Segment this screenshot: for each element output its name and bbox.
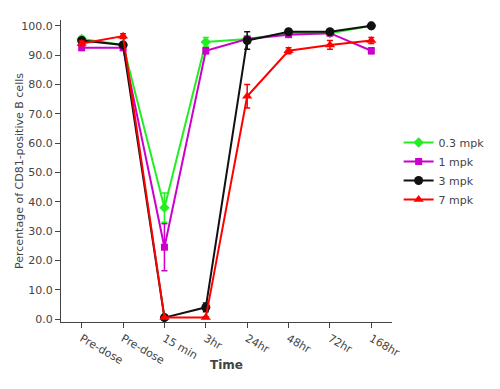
svg-text:168hr: 168hr [367, 332, 402, 360]
svg-text:40.0: 40.0 [28, 196, 53, 209]
svg-text:100.0: 100.0 [21, 20, 53, 33]
svg-text:90.0: 90.0 [28, 49, 53, 62]
svg-text:3hr: 3hr [202, 332, 225, 353]
svg-text:60.0: 60.0 [28, 137, 53, 150]
svg-text:Pre-dose: Pre-dose [77, 332, 125, 367]
svg-text:Time: Time [210, 358, 243, 372]
svg-text:0.3 mpk: 0.3 mpk [439, 137, 485, 150]
svg-text:48hr: 48hr [284, 332, 313, 356]
svg-text:Pre-dose: Pre-dose [119, 332, 167, 367]
svg-text:10.0: 10.0 [28, 284, 53, 297]
svg-text:0.0: 0.0 [35, 313, 53, 326]
svg-text:7 mpk: 7 mpk [439, 194, 474, 207]
svg-text:20.0: 20.0 [28, 254, 53, 267]
svg-text:80.0: 80.0 [28, 78, 53, 91]
svg-text:70.0: 70.0 [28, 108, 53, 121]
svg-text:3 mpk: 3 mpk [439, 175, 474, 188]
svg-text:Percentage of CD81-positive B: Percentage of CD81-positive B cells [13, 73, 26, 269]
svg-text:15 min: 15 min [160, 332, 200, 362]
svg-text:24hr: 24hr [243, 332, 272, 356]
svg-text:1 mpk: 1 mpk [439, 156, 474, 169]
svg-text:72hr: 72hr [326, 332, 355, 356]
svg-text:50.0: 50.0 [28, 166, 53, 179]
svg-text:30.0: 30.0 [28, 225, 53, 238]
